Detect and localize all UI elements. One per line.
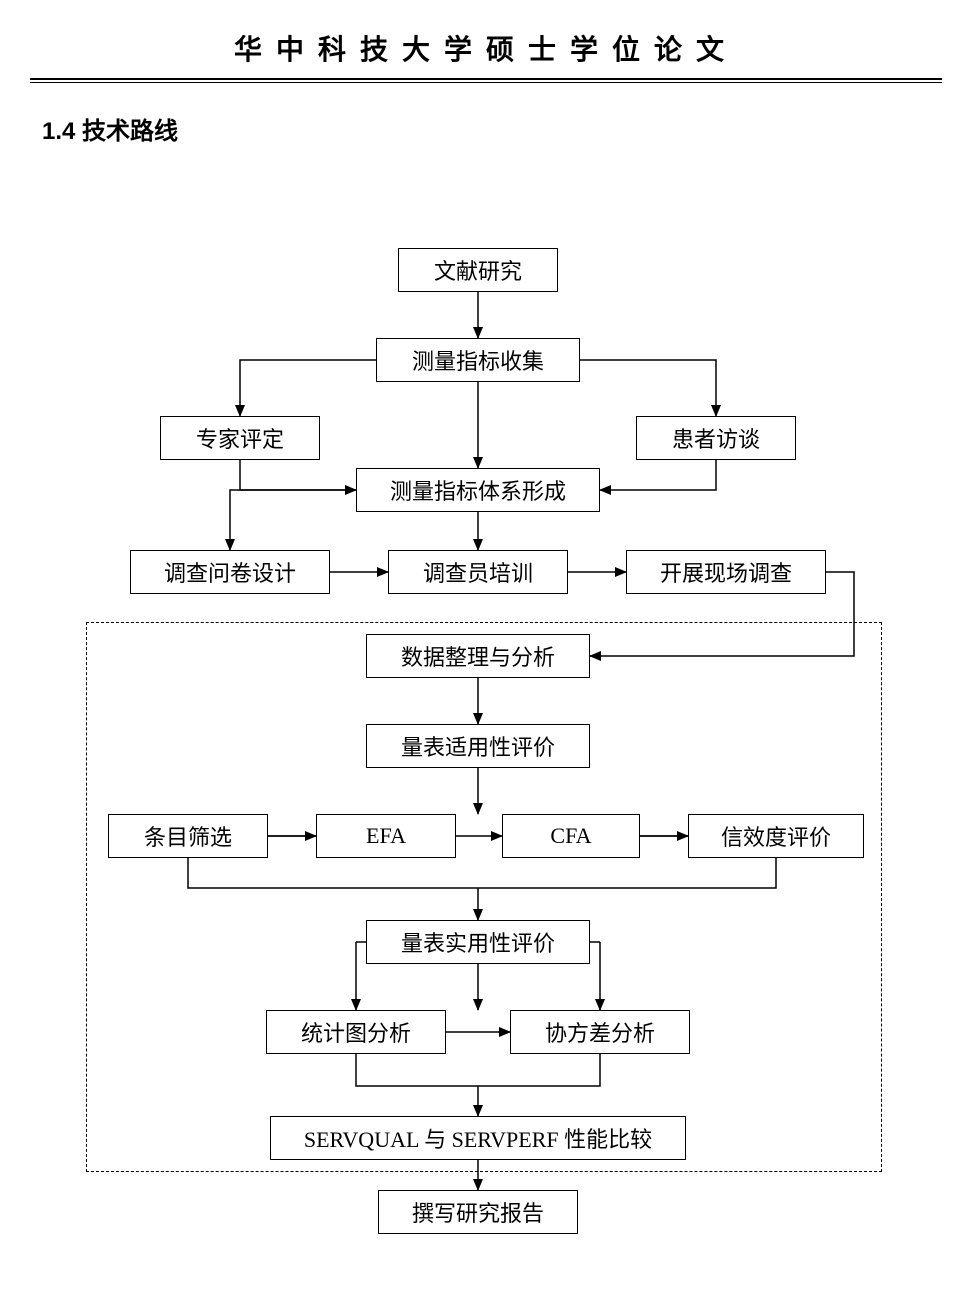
flow-node-n13: CFA [502, 814, 640, 858]
flow-node-n9: 数据整理与分析 [366, 634, 590, 678]
flow-node-n10: 量表适用性评价 [366, 724, 590, 768]
page-header-title: 华中科技大学硕士学位论文 [0, 0, 972, 78]
flow-node-n8: 开展现场调查 [626, 550, 826, 594]
section-title: 1.4 技术路线 [0, 83, 972, 146]
flow-node-n17: 协方差分析 [510, 1010, 690, 1054]
flow-edge-4 [240, 460, 356, 490]
dashed-analysis-region [86, 622, 882, 1172]
flow-node-n4: 患者访谈 [636, 416, 796, 460]
flow-node-n5: 测量指标体系形成 [356, 468, 600, 512]
flow-node-n3: 专家评定 [160, 416, 320, 460]
flow-node-n11: 条目筛选 [108, 814, 268, 858]
flow-node-n7: 调查员培训 [388, 550, 568, 594]
flow-node-n12: EFA [316, 814, 456, 858]
flow-node-n18: SERVQUAL 与 SERVPERF 性能比较 [270, 1116, 686, 1160]
flow-node-n2: 测量指标收集 [376, 338, 580, 382]
flow-node-n16: 统计图分析 [266, 1010, 446, 1054]
flow-node-n1: 文献研究 [398, 248, 558, 292]
flow-node-n6: 调查问卷设计 [130, 550, 330, 594]
flow-edge-7 [230, 490, 356, 550]
flow-edge-5 [600, 460, 716, 490]
flowchart-area: 文献研究测量指标收集专家评定 患者访谈测量指标体系形成调查问卷设计 调查员培训 开展现… [0, 230, 972, 1270]
flow-edge-2 [580, 360, 716, 416]
flow-edge-1 [240, 360, 376, 416]
flow-node-n15: 量表实用性评价 [366, 920, 590, 964]
header-rule-thick [30, 78, 942, 80]
flow-node-n14: 信效度评价 [688, 814, 864, 858]
flow-node-n19: 撰写研究报告 [378, 1190, 578, 1234]
